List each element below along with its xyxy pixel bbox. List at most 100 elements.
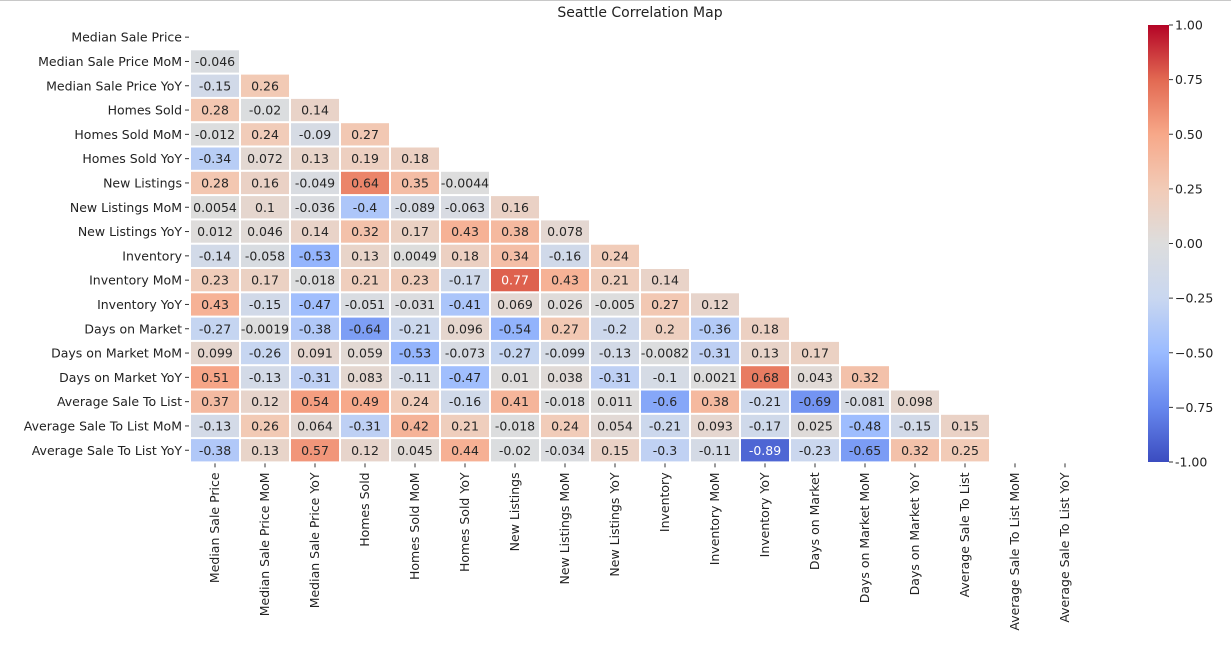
cell-value-label: -0.058 (245, 248, 285, 263)
heatmap-cell (491, 366, 539, 389)
heatmap-cell (291, 220, 339, 243)
heatmap-cell (491, 196, 539, 219)
heatmap-cell (191, 196, 239, 219)
heatmap-cell (341, 147, 389, 170)
cell-value-label: 0.34 (501, 248, 529, 263)
cell-value-label: 0.0021 (693, 370, 737, 385)
cell-value-label: -0.13 (199, 418, 231, 433)
heatmap-cell (691, 414, 739, 438)
heatmap-cell (441, 366, 489, 389)
cell-value-label: 0.21 (351, 273, 379, 288)
x-tick-label: New Listings YoY (607, 472, 622, 577)
heatmap-cell (891, 414, 939, 438)
heatmap-cell (291, 390, 339, 413)
heatmap-cell (641, 317, 689, 340)
heatmap-cell (241, 123, 289, 146)
cell-value-label: -0.09 (299, 127, 331, 142)
cell-value-label: 0.2 (655, 321, 675, 336)
heatmap-cell (691, 439, 739, 462)
heatmap-cell (291, 414, 339, 438)
y-tick-label: Homes Sold (108, 103, 182, 118)
heatmap-cell (541, 390, 589, 413)
cell-value-label: -0.034 (545, 443, 585, 458)
colorbar-tick-label: 1.00 (1175, 18, 1203, 33)
heatmap-cell (341, 269, 389, 292)
heatmap-cell (191, 293, 239, 316)
cell-value-label: 0.24 (551, 418, 579, 433)
heatmap-cell (591, 244, 639, 267)
heatmap-cell (341, 414, 389, 438)
heatmap-cell (391, 171, 439, 195)
cell-value-label: -0.14 (199, 248, 231, 263)
cell-value-label: 0.23 (401, 273, 429, 288)
heatmap-cell (491, 317, 539, 340)
heatmap-cell (691, 341, 739, 365)
colorbar-tick-label: −0.75 (1175, 400, 1213, 415)
colorbar-tick-label: -1.00 (1175, 455, 1207, 470)
heatmap-cell (591, 366, 639, 389)
heatmap-cell (241, 220, 289, 243)
cell-value-label: -0.31 (699, 346, 731, 361)
heatmap-cell (391, 147, 439, 170)
cell-value-label: -0.2 (603, 321, 627, 336)
cell-value-label: -0.21 (749, 394, 781, 409)
heatmap-cell (691, 366, 739, 389)
heatmap-cell (741, 439, 789, 462)
y-tick-label: Days on Market (84, 321, 182, 336)
cell-value-label: -0.17 (749, 418, 781, 433)
cell-value-label: -0.64 (349, 321, 381, 336)
heatmap-cell (341, 390, 389, 413)
cell-value-label: -0.38 (299, 321, 331, 336)
cell-value-label: 0.069 (497, 297, 533, 312)
y-tick-label: Inventory MoM (89, 273, 182, 288)
cell-value-label: -0.17 (449, 273, 481, 288)
heatmap-cell (241, 147, 289, 170)
y-tick-label: Average Sale To List (57, 394, 182, 409)
heatmap-cell (791, 439, 839, 462)
y-tick-label: New Listings (103, 175, 182, 190)
heatmap-cell (241, 74, 289, 97)
cell-value-label: 0.43 (551, 273, 579, 288)
cell-value-label: 0.012 (197, 224, 233, 239)
cell-value-label: 0.24 (601, 248, 629, 263)
heatmap-cell (341, 220, 389, 243)
heatmap-cell (241, 171, 289, 195)
cell-value-label: 0.043 (797, 370, 833, 385)
cell-value-label: -0.15 (199, 78, 231, 93)
heatmap-cell (341, 171, 389, 195)
cell-value-label: 0.1 (255, 200, 275, 215)
cell-value-label: -0.48 (849, 418, 881, 433)
cell-value-label: -0.046 (195, 54, 235, 69)
heatmap-cell (491, 390, 539, 413)
cell-value-label: -0.02 (499, 443, 531, 458)
y-tick-label: Homes Sold YoY (82, 151, 182, 166)
heatmap-cell (541, 366, 589, 389)
cell-value-label: 0.13 (351, 248, 379, 263)
cell-value-label: 0.059 (347, 346, 383, 361)
heatmap-cell (391, 439, 439, 462)
heatmap-cell (591, 414, 639, 438)
heatmap-cell (441, 439, 489, 462)
cell-value-label: -0.11 (399, 370, 431, 385)
cell-value-label: -0.099 (545, 346, 585, 361)
heatmap-cell (841, 390, 889, 413)
x-tick-label: New Listings MoM (557, 472, 572, 584)
cell-value-label: 0.21 (451, 418, 479, 433)
heatmap-cell (391, 366, 439, 389)
cell-value-label: -0.018 (295, 273, 335, 288)
cell-value-label: 0.13 (251, 443, 279, 458)
cell-value-label: -0.31 (299, 370, 331, 385)
heatmap-cell (241, 341, 289, 365)
heatmap-cell (541, 220, 589, 243)
cell-value-label: 0.078 (547, 224, 583, 239)
x-tick-label: Days on Market YoY (907, 472, 922, 595)
cell-value-label: 0.12 (701, 297, 729, 312)
heatmap-cell (191, 341, 239, 365)
heatmap-cell (741, 390, 789, 413)
heatmap-cell (291, 317, 339, 340)
heatmap-cells: -0.046 -0.15 0.26 0.28 -0.02 0.14 -0.012 0.24 -0… (191, 50, 989, 462)
cell-value-label: 0.43 (201, 297, 229, 312)
heatmap-cell (741, 317, 789, 340)
y-tick-label: Average Sale To List YoY (32, 443, 183, 458)
cell-value-label: -0.13 (599, 346, 631, 361)
